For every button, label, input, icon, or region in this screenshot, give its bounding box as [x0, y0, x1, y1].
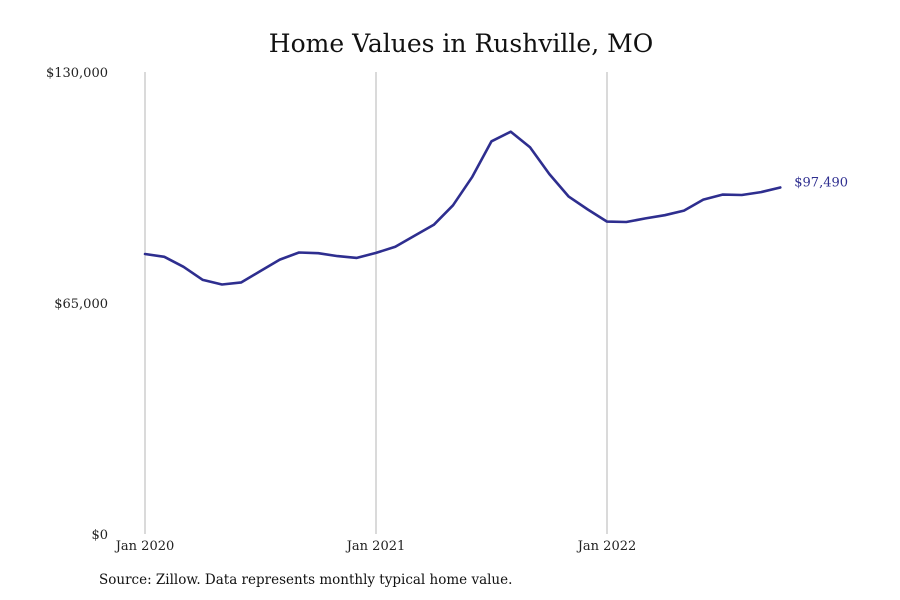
- end-value-label: $97,490: [794, 176, 848, 191]
- x-axis-ticks: Jan 2020 Jan 2021 Jan 2022: [114, 539, 637, 554]
- series-line-home-value: [143, 130, 782, 286]
- y-tick-label: $65,000: [54, 297, 108, 312]
- y-tick-label: $0: [91, 528, 108, 543]
- x-tick-label: Jan 2020: [114, 539, 175, 554]
- x-tick-label: Jan 2021: [345, 539, 406, 554]
- x-tick-label: Jan 2022: [576, 539, 637, 554]
- chart-title: Home Values in Rushville, MO: [269, 29, 653, 58]
- source-note: Source: Zillow. Data represents monthly …: [99, 572, 513, 588]
- x-gridlines: [144, 72, 608, 534]
- y-tick-label: $130,000: [46, 66, 108, 81]
- y-axis-ticks: $0 $65,000 $130,000: [46, 66, 108, 543]
